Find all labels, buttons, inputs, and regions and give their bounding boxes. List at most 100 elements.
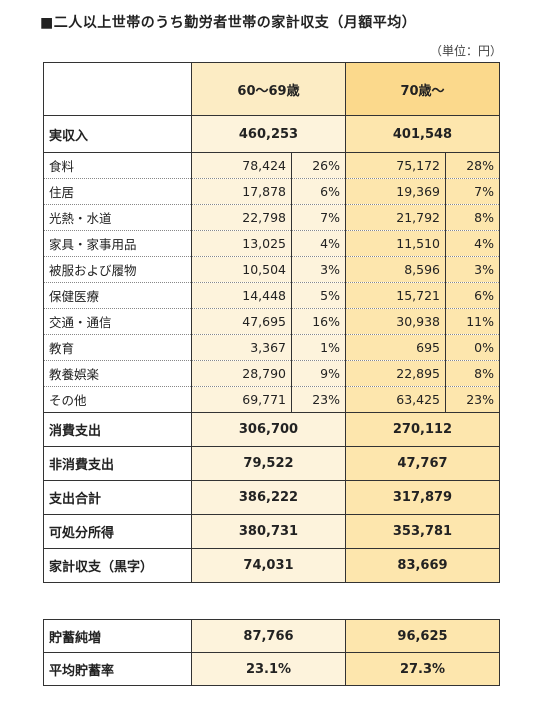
expense-label: 食料: [43, 152, 192, 179]
expense-label: 住居: [43, 178, 192, 205]
row-label: 実収入: [43, 115, 192, 153]
expense-label: 教養娯楽: [43, 360, 192, 387]
savings-row: 貯蓄純増 87,766 96,625: [43, 619, 500, 653]
amount-70-plus: 22,895: [345, 360, 446, 387]
share-70-plus: 3%: [445, 256, 500, 283]
totals-section: 消費支出 306,700 270,112 非消費支出 79,522 47,767 支出合計 3…: [43, 412, 500, 583]
share-70-plus: 23%: [445, 386, 500, 413]
header-60-69: 60～69歳: [191, 62, 346, 116]
row-label: 消費支出: [43, 412, 192, 447]
expense-label: その他: [43, 386, 192, 413]
header-row: 60～69歳 70歳～: [43, 62, 500, 116]
household-budget-table: 60～69歳 70歳～ 実収入 460,253 401,548 食料 78,424…: [43, 62, 500, 583]
amount-60-69: 22,798: [191, 204, 292, 231]
share-70-plus: 8%: [445, 360, 500, 387]
value-60-69: 380,731: [191, 514, 346, 549]
amount-70-plus: 30,938: [345, 308, 446, 335]
totals-row: 支出合計 386,222 317,879: [43, 480, 500, 515]
value-60-69: 79,522: [191, 446, 346, 481]
share-60-69: 6%: [291, 178, 346, 205]
expense-row: その他 69,771 23% 63,425 23%: [43, 386, 500, 413]
amount-60-69: 10,504: [191, 256, 292, 283]
share-60-69: 5%: [291, 282, 346, 309]
value-60-69: 87,766: [191, 619, 346, 653]
share-70-plus: 11%: [445, 308, 500, 335]
amount-60-69: 28,790: [191, 360, 292, 387]
expense-row: 光熱・水道 22,798 7% 21,792 8%: [43, 204, 500, 231]
amount-60-69: 14,448: [191, 282, 292, 309]
expense-label: 教育: [43, 334, 192, 361]
expense-row: 保健医療 14,448 5% 15,721 6%: [43, 282, 500, 309]
value-70-plus: 317,879: [345, 480, 500, 515]
expense-label: 家具・家事用品: [43, 230, 192, 257]
share-70-plus: 7%: [445, 178, 500, 205]
value-70-plus: 96,625: [345, 619, 500, 653]
value-70-plus: 401,548: [345, 115, 500, 153]
expense-row: 家具・家事用品 13,025 4% 11,510 4%: [43, 230, 500, 257]
unit-note: （単位：円）: [429, 44, 502, 58]
totals-row: 家計収支（黒字） 74,031 83,669: [43, 548, 500, 583]
value-60-69: 74,031: [191, 548, 346, 583]
amount-70-plus: 8,596: [345, 256, 446, 283]
row-label: 平均貯蓄率: [43, 652, 192, 686]
expense-label: 交通・通信: [43, 308, 192, 335]
share-60-69: 26%: [291, 152, 346, 179]
amount-70-plus: 63,425: [345, 386, 446, 413]
amount-60-69: 3,367: [191, 334, 292, 361]
amount-60-69: 78,424: [191, 152, 292, 179]
value-70-plus: 270,112: [345, 412, 500, 447]
amount-60-69: 69,771: [191, 386, 292, 413]
header-blank-cell: [43, 62, 192, 116]
value-70-plus: 27.3%: [345, 652, 500, 686]
expense-row: 被服および履物 10,504 3% 8,596 3%: [43, 256, 500, 283]
page-title: ■二人以上世帯のうち勤労者世帯の家計収支（月額平均）: [40, 15, 417, 31]
expense-label: 保健医療: [43, 282, 192, 309]
share-60-69: 9%: [291, 360, 346, 387]
expense-row: 教育 3,367 1% 695 0%: [43, 334, 500, 361]
value-60-69: 306,700: [191, 412, 346, 447]
value-60-69: 460,253: [191, 115, 346, 153]
totals-row: 消費支出 306,700 270,112: [43, 412, 500, 447]
savings-section: 貯蓄純増 87,766 96,625 平均貯蓄率 23.1% 27.3%: [43, 619, 500, 686]
savings-table: 貯蓄純増 87,766 96,625 平均貯蓄率 23.1% 27.3%: [43, 619, 500, 686]
value-70-plus: 353,781: [345, 514, 500, 549]
share-60-69: 7%: [291, 204, 346, 231]
amount-70-plus: 11,510: [345, 230, 446, 257]
row-label: 支出合計: [43, 480, 192, 515]
expense-row: 教養娯楽 28,790 9% 22,895 8%: [43, 360, 500, 387]
row-label: 可処分所得: [43, 514, 192, 549]
income-row: 実収入 460,253 401,548: [43, 115, 500, 153]
share-60-69: 3%: [291, 256, 346, 283]
value-70-plus: 47,767: [345, 446, 500, 481]
value-70-plus: 83,669: [345, 548, 500, 583]
expense-breakdown: 食料 78,424 26% 75,172 28% 住居 17,878 6% 19,369 7% 光熱…: [43, 152, 500, 413]
expense-label: 光熱・水道: [43, 204, 192, 231]
share-60-69: 16%: [291, 308, 346, 335]
amount-70-plus: 21,792: [345, 204, 446, 231]
expense-label: 被服および履物: [43, 256, 192, 283]
share-60-69: 4%: [291, 230, 346, 257]
amount-70-plus: 15,721: [345, 282, 446, 309]
amount-70-plus: 695: [345, 334, 446, 361]
amount-70-plus: 19,369: [345, 178, 446, 205]
value-60-69: 23.1%: [191, 652, 346, 686]
expense-row: 住居 17,878 6% 19,369 7%: [43, 178, 500, 205]
totals-row: 可処分所得 380,731 353,781: [43, 514, 500, 549]
share-70-plus: 6%: [445, 282, 500, 309]
share-70-plus: 8%: [445, 204, 500, 231]
amount-60-69: 47,695: [191, 308, 292, 335]
share-70-plus: 28%: [445, 152, 500, 179]
share-70-plus: 0%: [445, 334, 500, 361]
share-60-69: 23%: [291, 386, 346, 413]
expense-row: 食料 78,424 26% 75,172 28%: [43, 152, 500, 179]
header-70-plus: 70歳～: [345, 62, 500, 116]
share-70-plus: 4%: [445, 230, 500, 257]
row-label: 貯蓄純増: [43, 619, 192, 653]
amount-70-plus: 75,172: [345, 152, 446, 179]
row-label: 非消費支出: [43, 446, 192, 481]
amount-60-69: 17,878: [191, 178, 292, 205]
value-60-69: 386,222: [191, 480, 346, 515]
savings-row: 平均貯蓄率 23.1% 27.3%: [43, 652, 500, 686]
expense-row: 交通・通信 47,695 16% 30,938 11%: [43, 308, 500, 335]
row-label: 家計収支（黒字）: [43, 548, 192, 583]
